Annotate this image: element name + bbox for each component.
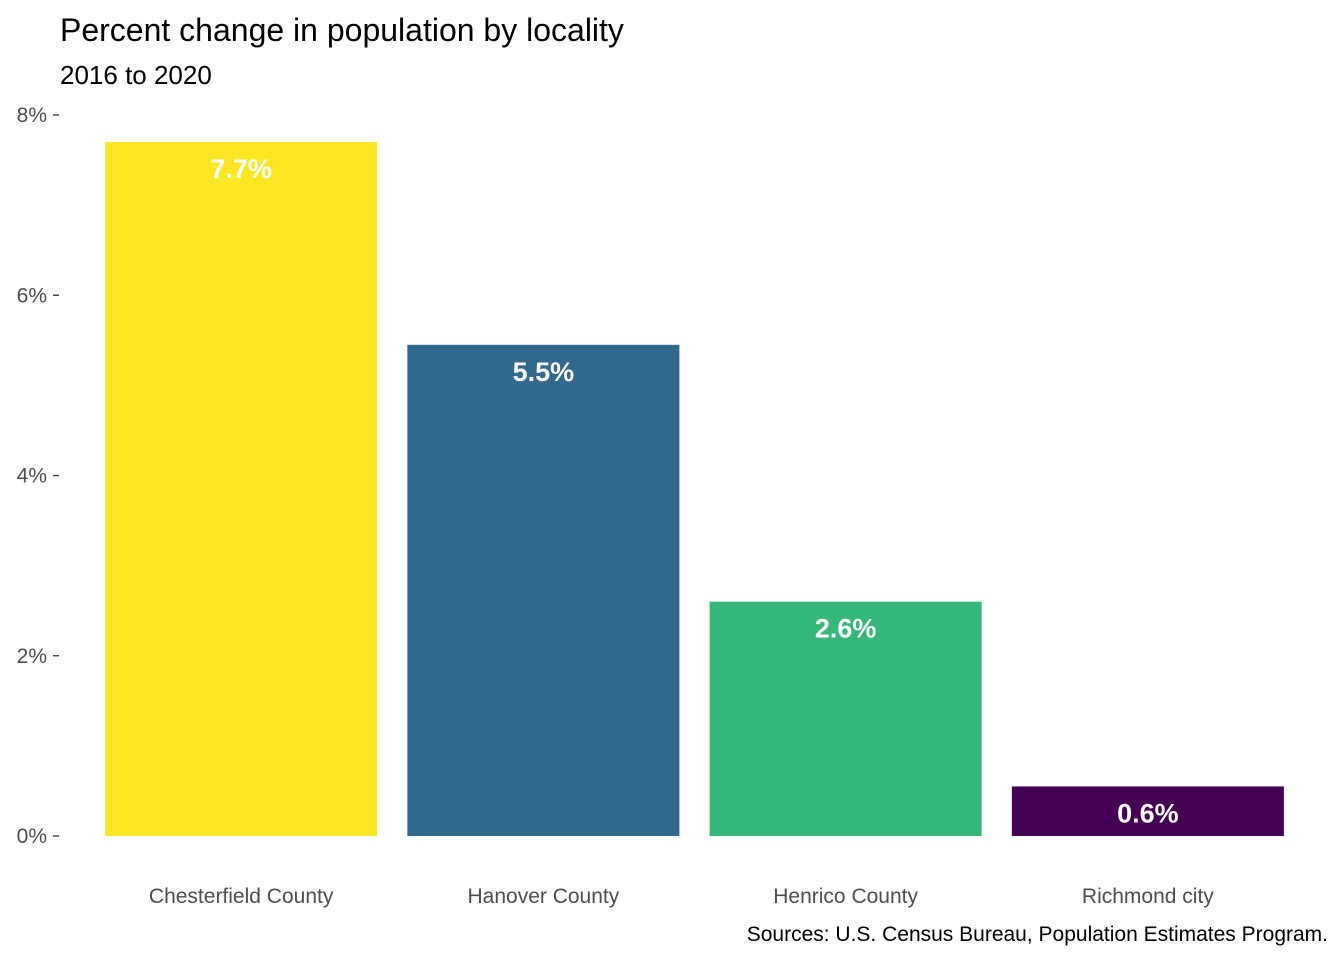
bar-data-label: 0.6% [1117,798,1179,828]
y-tick-label: 2% [17,645,47,668]
bars [105,142,1284,837]
x-category-label: Richmond city [1082,885,1214,908]
y-tick-label: 0% [17,825,47,848]
x-category-label: Henrico County [773,885,918,908]
bar-hanover-county [407,344,680,836]
bar-richmond-city [1011,786,1284,836]
y-axis: 0% 2% 4% 6% 8% [17,104,59,848]
bar-data-label: 2.6% [815,614,877,644]
y-tick-label: 4% [17,465,47,488]
y-tick-label: 6% [17,284,47,307]
x-axis: Chesterfield County Hanover County Henrico… [149,885,1214,908]
bar-data-label: 7.7% [210,154,272,184]
bar-chesterfield-county [105,142,378,837]
chart-caption: Sources: U.S. Census Bureau, Population … [747,923,1328,946]
chart-subtitle: 2016 to 2020 [60,60,212,90]
bar-data-label: 5.5% [513,357,575,387]
y-tick-label: 8% [17,104,47,127]
x-category-label: Hanover County [468,885,620,908]
chart-title: Percent change in population by locality [60,12,624,48]
bar-data-labels: 7.7% 5.5% 2.6% 0.6% [210,154,1178,828]
bar-henrico-county [709,601,982,836]
x-category-label: Chesterfield County [149,885,334,908]
